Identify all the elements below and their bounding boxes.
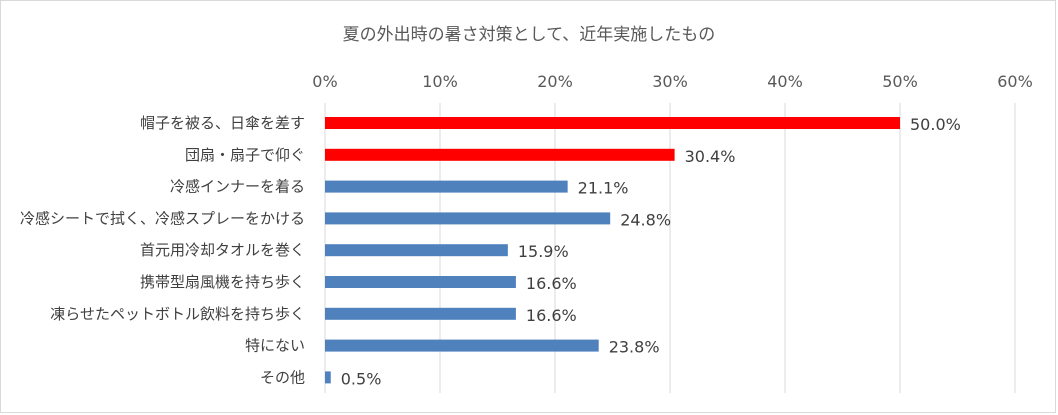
data-labels: 50.0% 30.4% 21.1% 24.8% 15.9% 16.6% 16.6% 23.8%… (341, 115, 961, 388)
x-tick-label: 50% (882, 72, 918, 91)
x-tick-label: 30% (652, 72, 688, 91)
data-label: 15.9% (518, 242, 569, 261)
bar (325, 180, 568, 193)
category-label: その他 (260, 368, 305, 386)
bar (325, 212, 611, 225)
category-labels: 帽子を被る、日傘を差す団扇・扇子で仰ぐ冷感インナーを着る冷感シートで拭く、冷感ス… (20, 114, 305, 386)
category-label: 帽子を被る、日傘を差す (140, 114, 305, 132)
category-label: 冷感シートで拭く、冷感スプレーをかける (20, 209, 305, 227)
x-tick-label: 0% (312, 72, 337, 91)
x-tick-label: 40% (767, 72, 803, 91)
data-label: 16.6% (526, 274, 577, 293)
category-label: 団扇・扇子で仰ぐ (185, 146, 305, 164)
bar (325, 276, 516, 288)
category-label: 特にない (245, 337, 305, 355)
category-label: 冷感インナーを着る (170, 178, 305, 196)
chart-title: 夏の外出時の暑さ対策として、近年実施したもの (343, 25, 716, 45)
bar (325, 244, 508, 257)
data-label: 24.8% (620, 210, 671, 229)
data-label: 30.4% (685, 147, 736, 166)
bars (325, 117, 900, 384)
bar (325, 148, 675, 161)
data-label: 21.1% (578, 179, 629, 198)
data-label: 23.8% (609, 338, 660, 357)
data-label: 50.0% (910, 115, 961, 134)
data-label: 0.5% (341, 369, 382, 388)
bar (325, 339, 599, 352)
category-label: 携帯型扇風機を持ち歩く (140, 273, 305, 291)
x-tick-label: 60% (997, 72, 1033, 91)
x-axis-ticks: 0% 10% 20% 30% 40% 50% 60% (312, 72, 1032, 91)
category-label: 首元用冷却タオルを巻く (140, 241, 305, 259)
data-label: 16.6% (526, 306, 577, 325)
bar (325, 371, 331, 384)
bar (325, 117, 900, 129)
category-label: 凍らせたペットボトル飲料を持ち歩く (50, 305, 305, 323)
x-tick-label: 20% (537, 72, 573, 91)
x-tick-label: 10% (422, 72, 458, 91)
bar (325, 307, 516, 320)
